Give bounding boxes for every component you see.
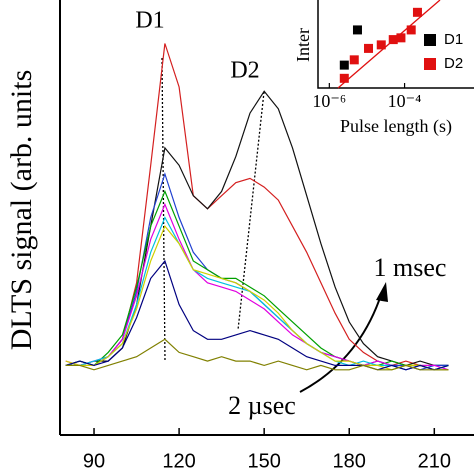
point <box>364 43 374 53</box>
point <box>406 25 416 35</box>
annotation: D2 <box>230 58 259 84</box>
y-axis-label: Inter <box>293 28 313 62</box>
point <box>396 33 406 43</box>
annotation: D1 <box>135 8 164 34</box>
arrow <box>299 291 383 393</box>
point <box>339 60 349 70</box>
x-tick-label: 90 <box>83 450 105 472</box>
d2-guide <box>237 91 265 331</box>
point <box>339 73 349 83</box>
x-axis-label: Pulse length (s) <box>340 116 452 137</box>
legend-swatch <box>424 58 436 70</box>
series-line <box>65 338 449 371</box>
x-tick-label: 180 <box>333 450 366 472</box>
point <box>349 55 359 65</box>
legend-swatch <box>424 34 436 46</box>
arrow-head <box>376 282 388 302</box>
x-tick-label: 150 <box>247 450 280 472</box>
legend-label: D1 <box>444 31 463 48</box>
point <box>388 35 398 45</box>
y-axis-label: DLTS signal (arb. units <box>5 70 38 351</box>
x-tick-label: 10⁻⁴ <box>388 91 422 111</box>
legend-label: D2 <box>444 55 463 72</box>
point <box>376 40 386 50</box>
x-tick-label: 210 <box>418 450 451 472</box>
series-line <box>65 259 449 371</box>
x-tick-label: 120 <box>162 450 195 472</box>
x-tick-label: 10⁻⁶ <box>312 91 346 111</box>
annotation: 1 msec <box>374 253 447 282</box>
series-line <box>65 216 449 371</box>
point <box>352 25 362 35</box>
point <box>412 7 422 17</box>
d1-guide <box>161 57 166 363</box>
series-line <box>65 202 449 371</box>
annotation: 2 µsec <box>228 391 296 420</box>
